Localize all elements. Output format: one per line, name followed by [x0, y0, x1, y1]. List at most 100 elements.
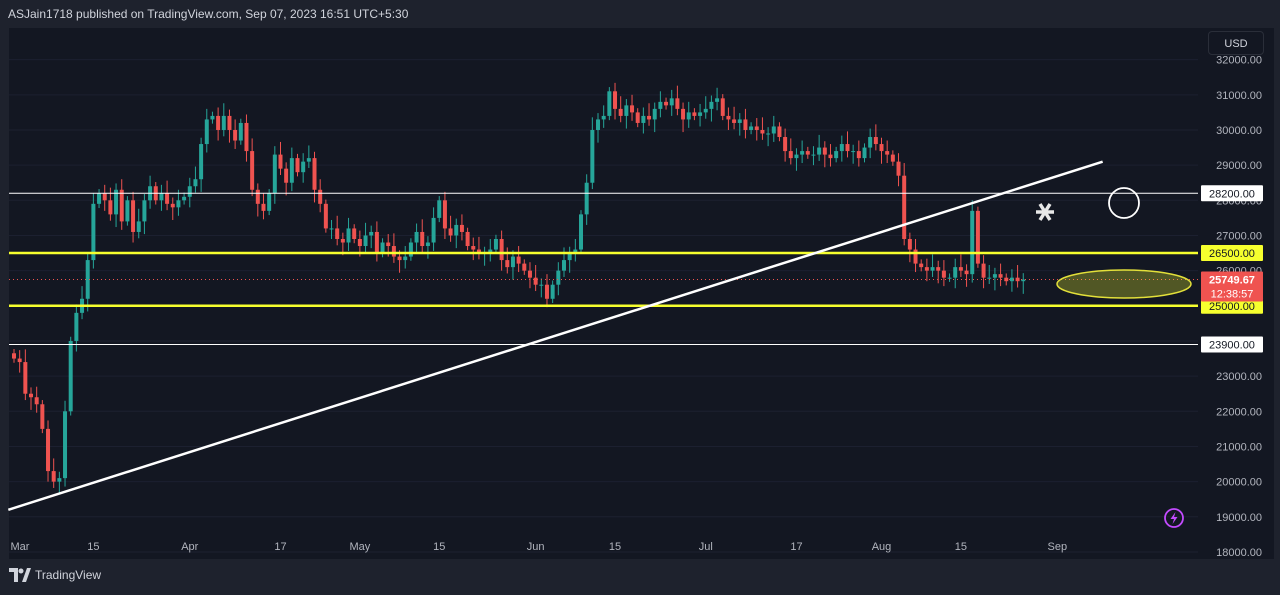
candle	[323, 199, 328, 233]
x-tick-label: 15	[609, 541, 621, 553]
candle	[664, 97, 669, 110]
candle	[777, 122, 782, 142]
candle	[46, 420, 51, 482]
candle	[709, 95, 714, 122]
lightning-icon[interactable]	[1164, 508, 1184, 528]
candle	[255, 183, 260, 217]
candle	[924, 258, 929, 282]
candle	[425, 236, 430, 259]
candle	[516, 246, 521, 273]
candle	[698, 103, 703, 127]
candle	[1004, 273, 1009, 286]
tradingview-logo-icon	[9, 568, 31, 582]
time-axis[interactable]: Mar 15 Apr 17 May 15 Jun 15 Jul 17 Aug 15 Sep	[11, 541, 1068, 553]
candle	[885, 140, 890, 164]
candle	[766, 127, 771, 147]
candle	[142, 193, 147, 235]
candle	[726, 107, 731, 130]
candle	[1021, 273, 1026, 294]
candle	[369, 225, 374, 249]
y-tick-label: 29000.00	[1216, 160, 1262, 172]
candle	[754, 118, 759, 141]
candle	[1015, 265, 1020, 288]
y-tick-label: 18000.00	[1216, 547, 1262, 559]
svg-text:25000.00: 25000.00	[1209, 301, 1255, 313]
candle	[584, 174, 589, 225]
candle	[675, 85, 680, 116]
candle	[822, 141, 827, 168]
candle	[715, 87, 720, 111]
candle	[913, 238, 918, 273]
candle	[289, 147, 294, 192]
candle	[244, 114, 249, 162]
candle	[556, 262, 561, 296]
x-tick-label: 17	[274, 541, 286, 553]
candle	[579, 210, 583, 254]
candle	[329, 220, 334, 239]
candle	[431, 207, 436, 251]
candle	[278, 141, 283, 175]
candle	[817, 134, 822, 161]
svg-text:26500.00: 26500.00	[1209, 248, 1255, 260]
candle	[80, 286, 85, 320]
candle	[465, 227, 470, 251]
candle	[51, 458, 56, 488]
candle	[340, 232, 345, 256]
svg-text:28200.00: 28200.00	[1209, 188, 1255, 200]
candle	[1009, 269, 1014, 292]
candle	[896, 153, 901, 187]
level-labels: 28200.00 26500.00 25000.00 23900.00 25749.67…	[1201, 185, 1263, 353]
candle	[442, 191, 447, 239]
candle	[771, 115, 776, 142]
candle	[136, 208, 141, 239]
candle	[216, 107, 221, 141]
candle	[964, 264, 969, 287]
currency-button[interactable]: USD	[1208, 31, 1264, 55]
candle	[352, 224, 357, 244]
candle	[590, 117, 595, 190]
y-tick-label: 20000.00	[1216, 477, 1262, 489]
candle	[97, 189, 102, 209]
candle	[131, 191, 136, 243]
candle	[732, 106, 737, 130]
x-tick-label: Jul	[699, 541, 713, 553]
candle	[363, 222, 368, 253]
candle	[992, 267, 997, 291]
candle	[839, 135, 844, 162]
trend-line[interactable]	[7, 160, 1104, 511]
candle	[85, 253, 90, 312]
candle	[301, 153, 306, 183]
candle	[23, 349, 28, 401]
x-tick-label: 15	[433, 541, 445, 553]
y-tick-label: 19000.00	[1216, 512, 1262, 524]
candle	[199, 137, 204, 192]
horizontal-levels	[9, 192, 1198, 345]
candle	[459, 214, 464, 241]
candle	[193, 166, 198, 193]
y-tick-label: 22000.00	[1216, 406, 1262, 418]
level-label: 25000.00	[1201, 297, 1263, 314]
candle	[204, 108, 209, 153]
tradingview-wordmark: TradingView	[35, 568, 102, 582]
candle	[108, 187, 113, 221]
candle	[63, 400, 68, 487]
level-label: 28200.00	[1201, 185, 1263, 202]
candle	[624, 99, 629, 129]
candle	[272, 146, 277, 204]
candle	[493, 234, 498, 254]
candle	[233, 119, 238, 149]
tradingview-logo[interactable]: TradingView	[9, 568, 101, 582]
candle	[630, 94, 635, 121]
candle	[91, 193, 96, 269]
candle	[975, 206, 980, 268]
candle	[890, 150, 895, 166]
candle	[607, 87, 612, 121]
candle	[749, 122, 754, 135]
candle	[743, 108, 748, 139]
candle	[539, 278, 544, 298]
candle	[250, 138, 255, 197]
y-tick-label: 23000.00	[1216, 371, 1262, 383]
candle	[284, 162, 289, 196]
candle	[907, 232, 912, 263]
